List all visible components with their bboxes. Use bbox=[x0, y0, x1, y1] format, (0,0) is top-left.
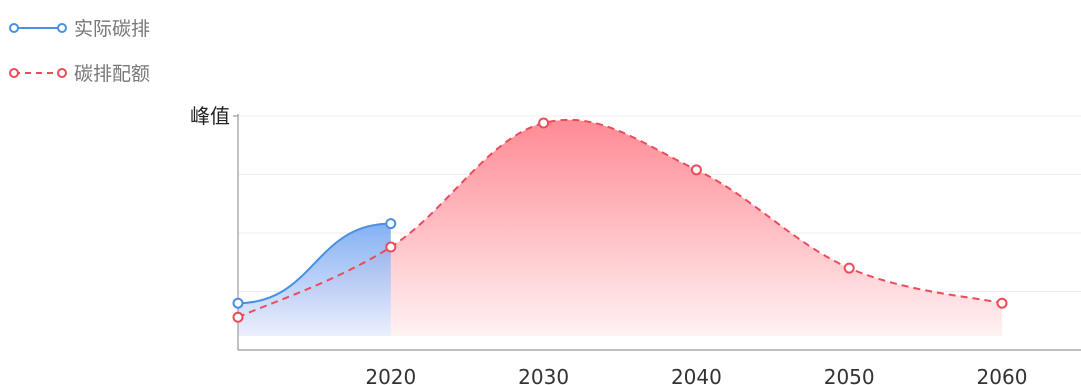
x-tick-label: 2030 bbox=[518, 365, 569, 385]
line-series-1 bbox=[237, 118, 1003, 319]
series-lines bbox=[237, 118, 1003, 319]
legend-label-actual: 实际碳排 bbox=[74, 18, 150, 40]
legend-marker-actual-left bbox=[9, 23, 19, 33]
x-tick-label: 2020 bbox=[365, 365, 416, 385]
legend[interactable]: 实际碳排 碳排配额 bbox=[9, 18, 150, 85]
series-points bbox=[232, 117, 1008, 323]
point-series-1-5[interactable] bbox=[996, 297, 1008, 309]
legend-item-actual-emission[interactable]: 实际碳排 bbox=[9, 18, 150, 40]
legend-item-quota[interactable]: 碳排配额 bbox=[9, 63, 150, 85]
area-series-1 bbox=[238, 119, 1002, 336]
legend-marker-quota-right bbox=[57, 68, 67, 78]
point-series-1-0[interactable] bbox=[232, 311, 244, 323]
point-series-1-3[interactable] bbox=[690, 164, 702, 176]
point-series-1-2[interactable] bbox=[538, 117, 550, 129]
x-ticks: 2020 2030 2040 2050 2060 bbox=[365, 365, 1027, 385]
area-series-0 bbox=[238, 223, 391, 336]
point-series-0-1[interactable] bbox=[385, 218, 397, 230]
line-series-0 bbox=[237, 222, 391, 305]
point-series-1-4[interactable] bbox=[843, 262, 855, 274]
x-tick-label: 2040 bbox=[671, 365, 722, 385]
point-series-0-0[interactable] bbox=[232, 297, 244, 309]
legend-label-quota: 碳排配额 bbox=[74, 63, 150, 85]
legend-marker-actual-right bbox=[57, 23, 67, 33]
series-areas bbox=[238, 119, 1002, 336]
x-tick-label: 2050 bbox=[824, 365, 875, 385]
legend-marker-quota-left bbox=[9, 68, 19, 78]
y-tick-label: 峰值 bbox=[190, 104, 230, 128]
x-tick-label: 2060 bbox=[977, 365, 1028, 385]
point-series-1-1[interactable] bbox=[385, 241, 397, 253]
